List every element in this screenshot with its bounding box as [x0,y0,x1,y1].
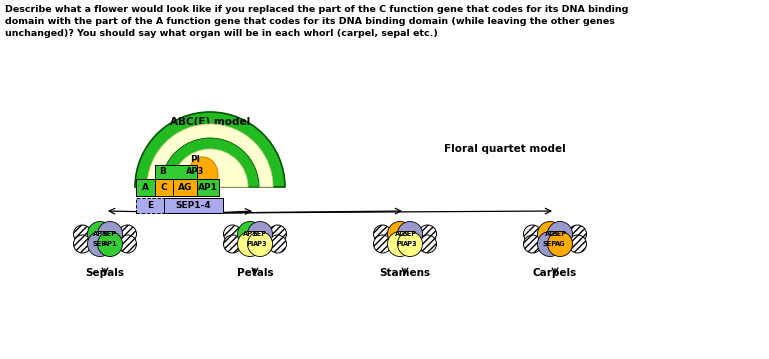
Text: AG: AG [544,231,555,237]
Text: SEP: SEP [253,231,267,237]
Text: AG: AG [178,183,192,192]
Text: B: B [159,168,166,177]
Text: ABC(E) model: ABC(E) model [170,117,250,127]
Text: AG: AG [394,231,405,237]
Circle shape [88,222,112,247]
Circle shape [238,232,262,256]
Text: AP3: AP3 [253,241,268,247]
Text: PI: PI [396,241,404,247]
Wedge shape [161,138,259,187]
Circle shape [388,232,412,256]
Text: C: C [161,183,167,192]
Circle shape [418,225,437,243]
Text: Floral quartet model: Floral quartet model [444,144,566,154]
Circle shape [248,232,272,256]
Circle shape [118,235,137,253]
FancyBboxPatch shape [173,179,197,196]
Circle shape [238,222,262,247]
Text: PI: PI [190,154,200,163]
Circle shape [248,222,272,247]
Text: SEP: SEP [553,231,567,237]
Text: AP1: AP1 [198,183,218,192]
FancyBboxPatch shape [164,198,223,213]
Circle shape [398,222,422,247]
Circle shape [224,225,241,243]
Circle shape [74,235,92,253]
Circle shape [374,225,391,243]
Text: AP1: AP1 [93,231,108,237]
Text: PI: PI [246,241,254,247]
FancyBboxPatch shape [136,198,164,213]
FancyBboxPatch shape [155,179,173,196]
Circle shape [98,222,122,247]
Text: AP1: AP1 [243,231,258,237]
Circle shape [224,235,241,253]
Text: SEP1-4: SEP1-4 [175,201,211,210]
Circle shape [118,225,137,243]
FancyBboxPatch shape [136,179,155,196]
Circle shape [548,222,572,247]
Circle shape [538,222,562,247]
Text: SEP: SEP [93,241,107,247]
Circle shape [524,225,541,243]
Text: Stamens: Stamens [379,269,431,279]
Circle shape [398,232,422,256]
Circle shape [568,235,587,253]
Ellipse shape [188,157,218,193]
Text: Carpels: Carpels [533,269,577,279]
Text: Describe what a flower would look like if you replaced the part of the C functio: Describe what a flower would look like i… [5,5,628,38]
Text: A: A [141,183,148,192]
Circle shape [374,235,391,253]
Text: AP3: AP3 [403,241,418,247]
Wedge shape [172,149,248,187]
Circle shape [418,235,437,253]
Wedge shape [147,124,273,187]
Text: E: E [147,201,153,210]
Circle shape [268,225,287,243]
Circle shape [524,235,541,253]
Circle shape [268,235,287,253]
Circle shape [538,232,562,256]
Circle shape [568,225,587,243]
Text: Sepals: Sepals [85,269,125,279]
Text: SEP: SEP [543,241,557,247]
FancyBboxPatch shape [155,165,197,179]
Text: AG: AG [554,241,565,247]
Text: AP3: AP3 [186,168,205,177]
FancyBboxPatch shape [197,179,219,196]
Circle shape [98,232,122,256]
Circle shape [74,225,92,243]
Text: SEP: SEP [403,231,417,237]
Wedge shape [135,112,285,187]
Circle shape [388,222,412,247]
Text: SEP: SEP [103,231,117,237]
Circle shape [548,232,572,256]
Circle shape [88,232,112,256]
Text: Petals: Petals [237,269,273,279]
Text: AP1: AP1 [103,241,118,247]
